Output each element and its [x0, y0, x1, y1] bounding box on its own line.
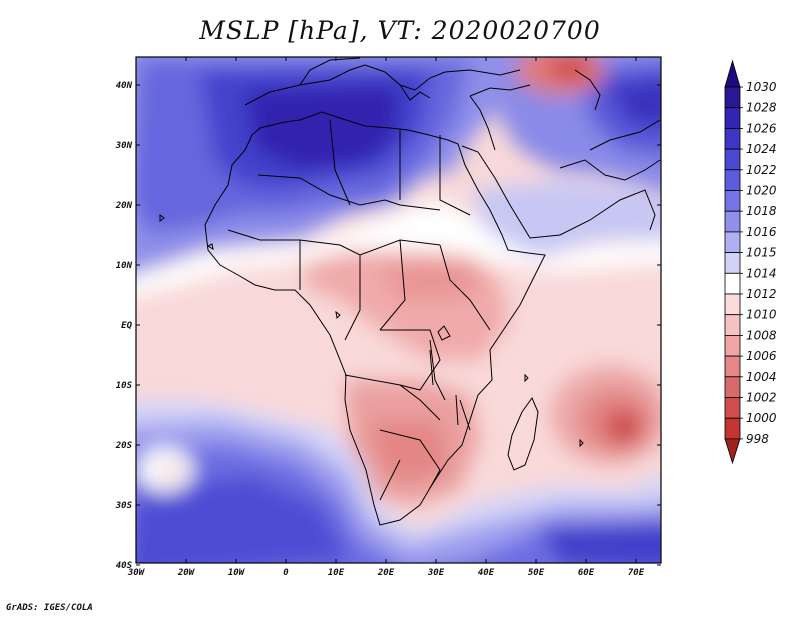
- colorbar-swatch: [724, 272, 741, 295]
- colorbar-swatch: [724, 252, 741, 274]
- lat-label: EQ: [121, 321, 132, 331]
- lat-label: 30S: [115, 501, 133, 511]
- lon-label: 30W: [127, 568, 146, 578]
- colorbar-label: 1000: [746, 411, 777, 425]
- lon-label: 0: [283, 568, 289, 578]
- pressure-field: [136, 57, 661, 563]
- colorbar: 1030 1028 1026 1024 1022 1020 1018 1016 1015 1014…: [724, 59, 777, 465]
- lon-label: 50E: [528, 568, 545, 578]
- lon-label: 20E: [377, 568, 395, 578]
- latitude-axis: 40N 30N 20N 10N EQ 10S 20S 30S 40S: [115, 81, 661, 571]
- lon-label: 10E: [328, 568, 345, 578]
- longitude-axis: 30W 20W 10W 0 10E 20E 30E 40E 50E 60E 70E: [127, 57, 645, 578]
- colorbar-swatch: [724, 210, 741, 233]
- colorbar-swatch: [724, 86, 741, 109]
- colorbar-label: 1012: [746, 287, 777, 301]
- colorbar-label: 1008: [746, 328, 777, 342]
- colorbar-label: 1006: [746, 349, 777, 363]
- colorbar-swatch: [724, 190, 741, 212]
- colorbar-swatch: [724, 397, 741, 419]
- colorbar-bottom-arrow: [724, 438, 741, 465]
- colorbar-swatch: [724, 231, 741, 253]
- colorbar-top-arrow: [724, 59, 741, 88]
- lat-label: 20S: [115, 441, 133, 451]
- colorbar-swatch: [724, 107, 741, 129]
- coastlines: [159, 57, 661, 526]
- colorbar-label: 1030: [746, 80, 777, 94]
- lat-label: 20N: [115, 201, 133, 211]
- colorbar-swatch: [724, 334, 741, 357]
- lon-label: 10W: [228, 568, 246, 578]
- lat-label: 30N: [115, 141, 133, 151]
- colorbar-label: 1020: [746, 184, 777, 198]
- colorbar-label: 1018: [746, 204, 777, 218]
- colorbar-swatch: [724, 355, 741, 378]
- lat-label: 40N: [116, 81, 133, 91]
- lon-label: 20W: [177, 568, 196, 578]
- colorbar-label: 1015: [746, 246, 777, 260]
- colorbar-label: 1010: [746, 308, 777, 322]
- colorbar-label: 1024: [746, 142, 777, 156]
- grads-credit: GrADS: IGES/COLA: [6, 603, 93, 613]
- colorbar-label: 1022: [746, 163, 777, 177]
- colorbar-label: 1026: [746, 121, 777, 135]
- lon-label: 30E: [427, 568, 445, 578]
- colorbar-swatch: [724, 169, 741, 191]
- lon-label: 70E: [628, 568, 645, 578]
- colorbar-swatch: [724, 376, 741, 398]
- colorbar-swatch: [724, 314, 741, 336]
- lon-label: 40E: [478, 568, 495, 578]
- colorbar-label: 998: [746, 432, 769, 446]
- lat-label: 10N: [116, 261, 133, 271]
- colorbar-swatch: [724, 417, 741, 440]
- map-title: MSLP [hPa], VT: 2020020700: [199, 16, 601, 45]
- colorbar-label: 1028: [746, 101, 777, 115]
- colorbar-swatch: [724, 127, 741, 150]
- colorbar-label: 1004: [746, 370, 777, 384]
- colorbar-swatch: [724, 293, 741, 316]
- colorbar-label: 1014: [746, 266, 777, 280]
- lat-label: 10S: [116, 381, 133, 391]
- plot-frame: [135, 56, 662, 564]
- colorbar-label: 1002: [746, 391, 777, 405]
- lon-label: 60E: [578, 568, 595, 578]
- colorbar-swatch: [724, 148, 741, 171]
- lat-label: 40S: [116, 561, 133, 571]
- colorbar-label: 1016: [746, 225, 777, 239]
